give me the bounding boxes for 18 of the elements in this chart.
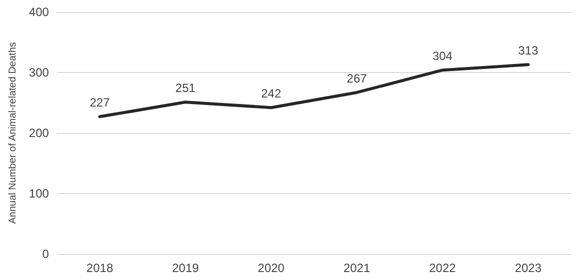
y-tick-label: 200 bbox=[28, 126, 50, 140]
y-tick-label: 300 bbox=[28, 66, 50, 80]
data-label: 227 bbox=[90, 96, 110, 110]
x-tick-label: 2022 bbox=[429, 261, 456, 275]
data-label: 304 bbox=[432, 49, 453, 64]
x-tick-label: 2018 bbox=[86, 261, 114, 275]
x-tick-label: 2019 bbox=[172, 261, 200, 275]
data-label: 242 bbox=[261, 86, 282, 101]
data-label: 313 bbox=[518, 44, 538, 58]
data-label: 251 bbox=[175, 81, 196, 96]
x-tick-label: 2020 bbox=[258, 261, 285, 275]
x-tick-label: 2021 bbox=[343, 261, 370, 275]
y-tick-label: 0 bbox=[42, 247, 50, 261]
x-tick-label: 2023 bbox=[514, 261, 542, 275]
y-tick-label: 400 bbox=[28, 5, 50, 19]
y-axis-title: Annual Number of Animal-related Deaths bbox=[8, 42, 18, 224]
data-label: 267 bbox=[346, 71, 368, 86]
y-tick-label: 100 bbox=[28, 186, 50, 200]
